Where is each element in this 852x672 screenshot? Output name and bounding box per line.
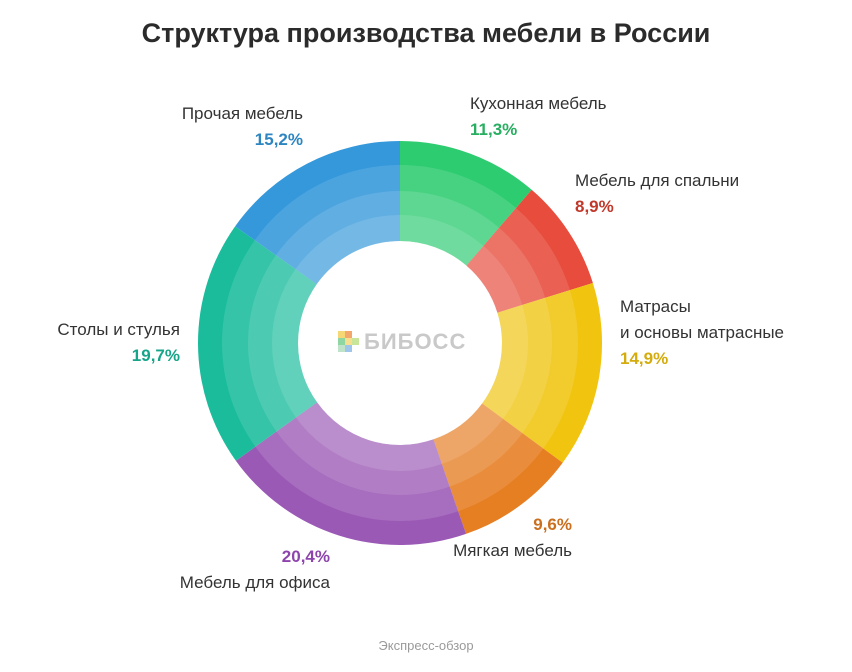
slice-2-value-label: 8,9% <box>575 197 614 216</box>
slice-1-value-label: 11,3% <box>470 120 517 139</box>
slice-3-value-label: 14,9% <box>620 349 668 368</box>
slice-1-band-3 <box>400 215 484 266</box>
slice-5 <box>235 402 467 545</box>
slice-5-value-label: 20,4% <box>282 547 330 566</box>
biboss-logo-icon <box>338 331 359 352</box>
slice-5-name-label: Мебель для офиса <box>180 573 331 592</box>
slice-1-band-2 <box>400 191 500 266</box>
chart-title: Структура производства мебели в России <box>141 18 711 48</box>
slice-3-name-label-2: и основы матрасные <box>620 323 784 342</box>
slice-3-band-1 <box>482 290 578 449</box>
slice-2-band-3 <box>466 245 523 313</box>
slice-7 <box>235 141 400 285</box>
slice-6-band-3 <box>272 269 318 418</box>
slice-2 <box>466 189 593 313</box>
slice-1-band-1 <box>400 165 517 266</box>
biboss-logo-text: БИБОСС <box>364 329 466 354</box>
slice-5-band-1 <box>255 402 459 522</box>
slice-6-value-label: 19,7% <box>132 346 180 365</box>
slice-1 <box>400 141 532 266</box>
slice-6-band-1 <box>222 240 318 447</box>
slice-5-band-3 <box>295 402 442 472</box>
slice-5-band-2 <box>276 402 450 496</box>
slice-3-name-label: Матрасы <box>620 297 691 316</box>
slice-4-band-1 <box>433 403 544 512</box>
slice-2-band-1 <box>466 208 570 313</box>
slice-4 <box>433 403 563 534</box>
donut-slices <box>198 141 602 545</box>
biboss-watermark: БИБОСС <box>338 329 466 354</box>
slice-3 <box>482 282 602 463</box>
slice-6 <box>198 226 318 461</box>
slice-4-name-label: Мягкая мебель <box>453 541 572 560</box>
slice-6-band-2 <box>248 255 318 432</box>
slice-6-name-label: Столы и стулья <box>57 320 180 339</box>
slice-3-band-2 <box>482 297 552 434</box>
slice-4-band-3 <box>433 403 504 464</box>
slice-2-name-label: Мебель для спальни <box>575 171 739 190</box>
slice-7-value-label: 15,2% <box>255 130 303 149</box>
slice-7-name-label: Прочая мебель <box>182 104 303 123</box>
slice-labels: Кухонная мебель 11,3% Мебель для спальни 8,… <box>57 94 784 592</box>
footer-note: Экспресс-обзор <box>378 638 474 653</box>
slice-3-band-3 <box>482 304 528 419</box>
slice-7-band-3 <box>295 215 400 285</box>
slice-7-band-2 <box>275 191 400 285</box>
slice-4-band-2 <box>433 403 523 487</box>
slice-2-band-2 <box>466 227 546 313</box>
slice-4-value-label: 9,6% <box>533 515 572 534</box>
slice-7-band-1 <box>254 165 400 285</box>
slice-1-name-label: Кухонная мебель <box>470 94 607 113</box>
